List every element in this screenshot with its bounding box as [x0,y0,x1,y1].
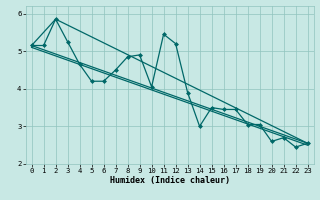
X-axis label: Humidex (Indice chaleur): Humidex (Indice chaleur) [109,176,230,185]
